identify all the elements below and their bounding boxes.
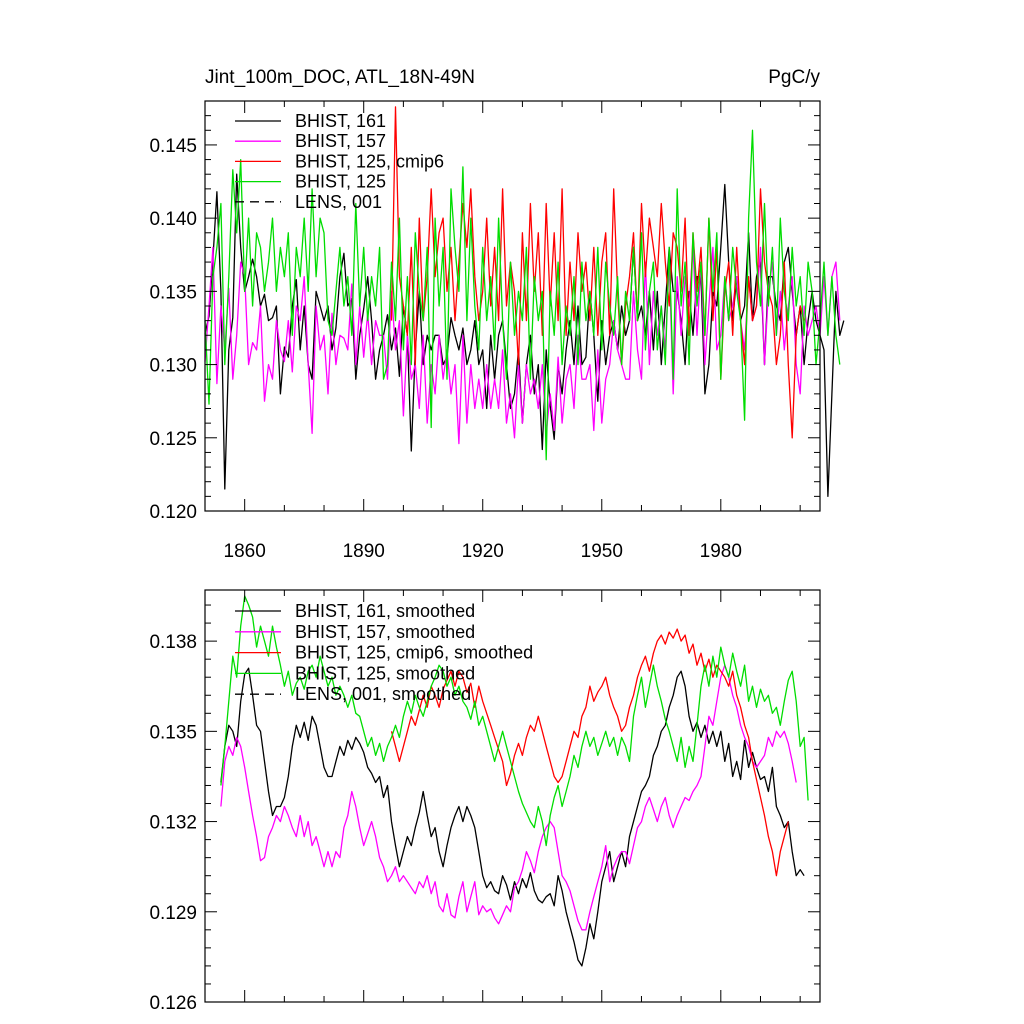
legend-label-bhist-125: BHIST, 125 — [295, 172, 386, 192]
y-tick-label: 0.140 — [149, 209, 197, 230]
units-label: PgC/y — [768, 67, 820, 88]
y-tick-label: 0.129 — [149, 903, 197, 924]
legend-label-bhist-161: BHIST, 161 — [295, 111, 386, 131]
y-tick-label: 0.132 — [149, 813, 197, 834]
x-tick-label: 1890 — [343, 541, 385, 562]
chart-title: Jint_100m_DOC, ATL_18N-49N — [205, 67, 475, 88]
x-tick-label: 1920 — [462, 541, 504, 562]
bottom-series — [220, 595, 809, 967]
x-tick-label: 1980 — [700, 541, 742, 562]
top-axes: 0.120 0.125 0.130 0.135 0.140 0.145 1860 1890 19… — [149, 100, 820, 562]
y-tick-label: 0.130 — [149, 356, 197, 377]
top-panel: Jint_100m_DOC, ATL_18N-49N PgC/y 0.1200.… — [149, 67, 845, 562]
series-line-bhist-125-smoothed — [220, 595, 809, 847]
series-line-bhist-125-cmip6-smoothed — [390, 628, 789, 877]
legend-label-bhist-125-smoothed: BHIST, 125, smoothed — [295, 663, 475, 683]
legend-label-lens-001-smoothed: LENS, 001, smoothed — [295, 684, 471, 704]
y-tick-label: 0.135 — [149, 282, 197, 303]
legend-label-bhist-161-smoothed: BHIST, 161, smoothed — [295, 601, 475, 621]
y-tick-label: 0.125 — [149, 429, 197, 450]
series-line-bhist-157-smoothed — [220, 664, 797, 931]
x-tick-label: 1950 — [581, 541, 623, 562]
y-tick-label: 0.138 — [149, 632, 197, 653]
bottom-panel: 0.126 0.129 0.132 0.135 0.138 BHIST, 161, sm… — [149, 589, 821, 1014]
y-tick-label: 0.120 — [149, 502, 197, 523]
legend-label-bhist-125-cmip6: BHIST, 125, cmip6 — [295, 151, 444, 171]
legend-label-lens-001: LENS, 001 — [295, 192, 382, 212]
legend-label-bhist-125-cmip6-smoothed: BHIST, 125, cmip6, smoothed — [295, 643, 533, 663]
y-tick-label: 0.145 — [149, 136, 197, 157]
top-plot-frame — [204, 100, 821, 512]
series-line-bhist-125 — [204, 129, 841, 461]
legend-label-bhist-157: BHIST, 157 — [295, 131, 386, 151]
bottom-plot-frame — [204, 589, 821, 1003]
y-tick-label: 0.126 — [149, 993, 197, 1014]
y-tick-label: 0.135 — [149, 722, 197, 743]
series-line-bhist-161-smoothed — [220, 667, 805, 967]
x-tick-label: 1860 — [224, 541, 266, 562]
legend-label-bhist-157-smoothed: BHIST, 157, smoothed — [295, 622, 475, 642]
top-series — [204, 106, 845, 498]
